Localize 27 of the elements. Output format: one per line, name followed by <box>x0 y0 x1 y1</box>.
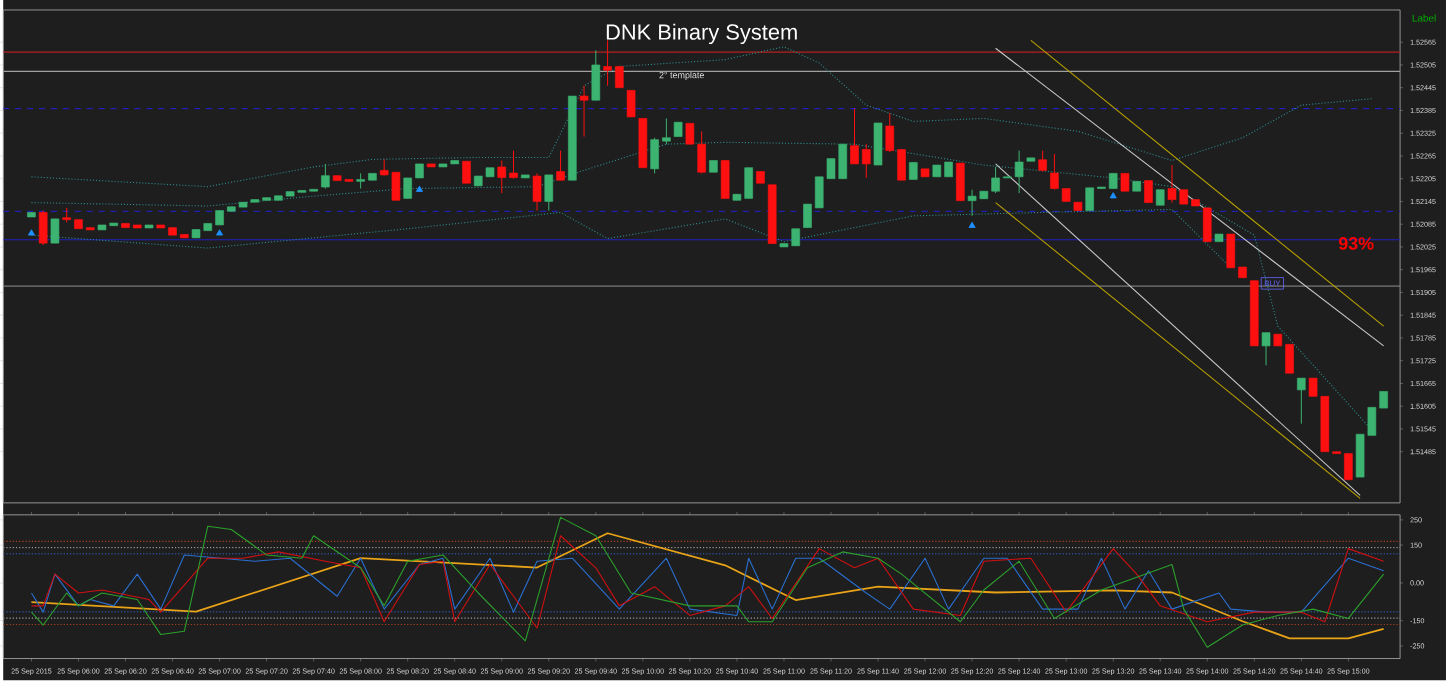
candlestick <box>956 162 965 202</box>
line-series <box>30 46 1373 188</box>
candlestick <box>626 90 636 118</box>
point <box>1109 192 1117 199</box>
candlestick <box>38 210 48 246</box>
candlestick <box>321 163 330 190</box>
candlestick <box>1297 377 1306 425</box>
candlestick <box>1144 180 1153 204</box>
candlestick <box>544 174 554 212</box>
candlestick <box>556 150 565 182</box>
candlestick <box>579 85 589 138</box>
line-series <box>30 554 1385 617</box>
candlestick <box>462 160 471 184</box>
candlestick <box>591 49 601 102</box>
candlestick <box>1261 332 1271 366</box>
line-series <box>30 516 1385 648</box>
candlestick <box>1202 207 1212 243</box>
point <box>968 221 976 229</box>
annotation: 93% <box>1338 237 1374 250</box>
candlestick <box>50 218 60 244</box>
candlestick <box>532 173 542 212</box>
text: DNK Binary System <box>606 23 797 45</box>
point <box>216 229 224 236</box>
point <box>415 185 423 193</box>
point <box>27 229 35 236</box>
candlestick <box>873 122 883 166</box>
candlestick <box>720 160 730 200</box>
